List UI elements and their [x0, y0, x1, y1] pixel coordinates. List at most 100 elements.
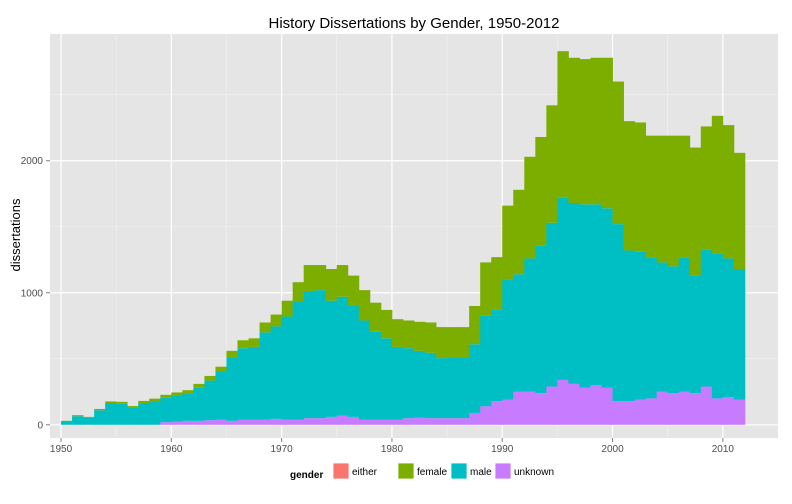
x-tick-label: 1960	[160, 444, 183, 455]
bar-segment-unknown	[491, 401, 503, 425]
bar-segment-male	[149, 401, 161, 425]
bar-segment-unknown	[612, 401, 624, 425]
bar-segment-male	[634, 251, 647, 400]
bar-segment-male	[590, 204, 602, 386]
bar-segment-female	[116, 401, 128, 404]
bar-segment-unknown	[204, 420, 216, 425]
bar-segment-male	[469, 344, 481, 413]
bar-segment-unknown	[303, 418, 316, 425]
bar-segment-unknown	[358, 419, 371, 425]
bar-segment-female	[480, 262, 492, 316]
bar-segment-female	[204, 375, 216, 381]
bar-segment-male	[358, 320, 371, 420]
bar-segment-unknown	[336, 415, 349, 425]
bar-segment-unknown	[480, 406, 492, 425]
bar-segment-female	[193, 383, 205, 388]
bar-segment-unknown	[601, 387, 613, 425]
bar-segment-male	[215, 371, 227, 420]
legend-title: gender	[290, 470, 323, 481]
bar-segment-male	[237, 348, 249, 420]
bar-segment-unknown	[391, 419, 404, 425]
bar-segment-female	[656, 135, 669, 263]
bar-segment-female	[369, 302, 382, 332]
bar-segment-male	[116, 403, 128, 425]
bar-segment-female	[579, 59, 591, 205]
bar-segment-female	[447, 327, 459, 358]
bar-segment-female	[414, 321, 426, 351]
bar-segment-male	[568, 202, 580, 384]
bar-segment-female	[524, 156, 536, 259]
y-axis: 0 1000 2000	[21, 156, 50, 431]
bar-segment-female	[83, 416, 95, 418]
bar-segment-male	[61, 421, 73, 425]
bar-segment-unknown	[469, 412, 481, 425]
bar-segment-female	[182, 390, 194, 394]
bar-segment-female	[94, 408, 106, 411]
legend-label-female: female	[417, 467, 447, 478]
bar-segment-unknown	[369, 419, 382, 425]
bar-segment-female	[634, 122, 647, 252]
bar-segment-female	[380, 309, 393, 339]
bar-segment-female	[667, 135, 680, 267]
bar-segment-male	[601, 208, 613, 388]
bar-segment-unknown	[568, 383, 580, 425]
bar-segment-unknown	[678, 391, 691, 425]
bar-segment-male	[72, 416, 84, 425]
bar-segment-unknown	[425, 418, 437, 425]
bar-segment-male	[336, 296, 349, 416]
bar-segment-female	[645, 135, 658, 258]
bar-segment-male	[645, 257, 658, 399]
bar-segment-female	[105, 401, 117, 404]
bar-segment-female	[336, 265, 349, 297]
bar-segment-female	[491, 257, 503, 310]
y-tick-label: 2000	[21, 156, 44, 167]
bar-segment-unknown	[689, 393, 702, 425]
bar-segment-unknown	[193, 420, 205, 425]
bar-segment-male	[733, 269, 746, 400]
bar-segment-unknown	[458, 418, 470, 425]
bar-segment-female	[678, 135, 691, 258]
bar-segment-unknown	[524, 391, 536, 425]
legend-label-either: either	[352, 467, 378, 478]
x-tick-label: 1990	[491, 444, 514, 455]
bar-segment-male	[94, 410, 106, 425]
bar-segment-male	[656, 262, 669, 392]
bar-segment-female	[590, 57, 602, 205]
bar-segment-female	[513, 189, 525, 275]
bar-segment-unknown	[656, 391, 669, 425]
bar-segment-female	[568, 57, 580, 203]
bar-segment-female	[270, 314, 283, 327]
legend-label-male: male	[470, 467, 492, 478]
bar-segment-unknown	[590, 385, 602, 425]
bar-segment-male	[700, 249, 713, 387]
bar-segment-unknown	[182, 420, 194, 425]
bar-segment-female	[325, 269, 338, 301]
bar-segment-unknown	[347, 416, 360, 425]
bar-segment-female	[436, 327, 448, 359]
bar-segment-unknown	[711, 398, 724, 425]
bar-segment-male	[281, 316, 294, 420]
bar-segment-male	[226, 357, 238, 421]
bar-segment-female	[502, 205, 514, 280]
bar-segment-unknown	[502, 399, 514, 425]
bar-segment-female	[711, 115, 724, 254]
bar-segment-male	[303, 291, 316, 419]
bar-segment-male	[259, 332, 272, 420]
legend-key-male	[450, 462, 468, 480]
bar-segment-male	[579, 204, 591, 388]
x-tick-label: 2010	[712, 444, 735, 455]
bar-segment-female	[259, 322, 272, 333]
bar-segment-male	[678, 257, 691, 392]
x-tick-label: 2000	[601, 444, 624, 455]
bar-segment-male	[391, 346, 404, 420]
bar-segment-unknown	[623, 401, 636, 425]
x-axis: 1950 1960 1970 1980 1990 2000 2010	[50, 438, 735, 455]
y-axis-label: dissertations	[8, 198, 23, 271]
bar-segment-male	[711, 253, 724, 399]
bar-segment-male	[557, 197, 569, 380]
bar-segment-male	[502, 279, 514, 400]
bar-segment-male	[546, 222, 558, 387]
bar-segment-female	[72, 415, 84, 417]
legend-label-unknown: unknown	[514, 467, 554, 478]
bar-segment-unknown	[667, 393, 680, 425]
